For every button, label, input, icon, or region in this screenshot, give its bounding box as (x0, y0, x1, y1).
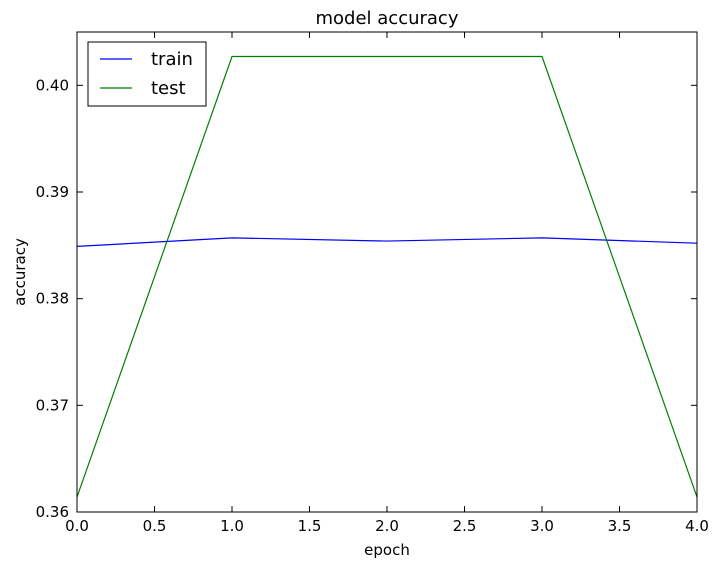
y-tick-label: 0.40 (36, 76, 69, 94)
x-tick-label: 4.0 (685, 517, 709, 535)
x-tick-label: 1.5 (298, 517, 322, 535)
legend-label-test: test (151, 78, 186, 99)
x-tick-label: 2.0 (375, 517, 399, 535)
x-tick-label: 2.5 (453, 517, 477, 535)
legend: train test (87, 41, 207, 107)
y-tick-label: 0.37 (36, 396, 69, 414)
y-tick-label: 0.38 (36, 290, 69, 308)
legend-label-train: train (151, 49, 193, 70)
x-tick-label: 1.0 (220, 517, 244, 535)
series-line-test (76, 55, 698, 498)
series-line-train (76, 237, 698, 247)
ticks-layer: 0.0 0.5 1.0 1.5 2.0 2.5 3.0 3.5 4.0 0.36 0.37 0.38 0… (36, 32, 709, 535)
chart-title: model accuracy (316, 8, 459, 29)
x-tick-label: 0.5 (143, 517, 167, 535)
series-layer (76, 55, 698, 498)
y-tick-label: 0.39 (36, 183, 69, 201)
y-tick-label: 0.36 (36, 503, 69, 521)
legend-frame (87, 41, 207, 107)
x-tick-label: 0.0 (65, 517, 89, 535)
x-axis-label: epoch (364, 541, 410, 559)
x-tick-label: 3.0 (530, 517, 554, 535)
y-axis-label: accuracy (11, 238, 29, 306)
x-tick-label: 3.5 (608, 517, 632, 535)
